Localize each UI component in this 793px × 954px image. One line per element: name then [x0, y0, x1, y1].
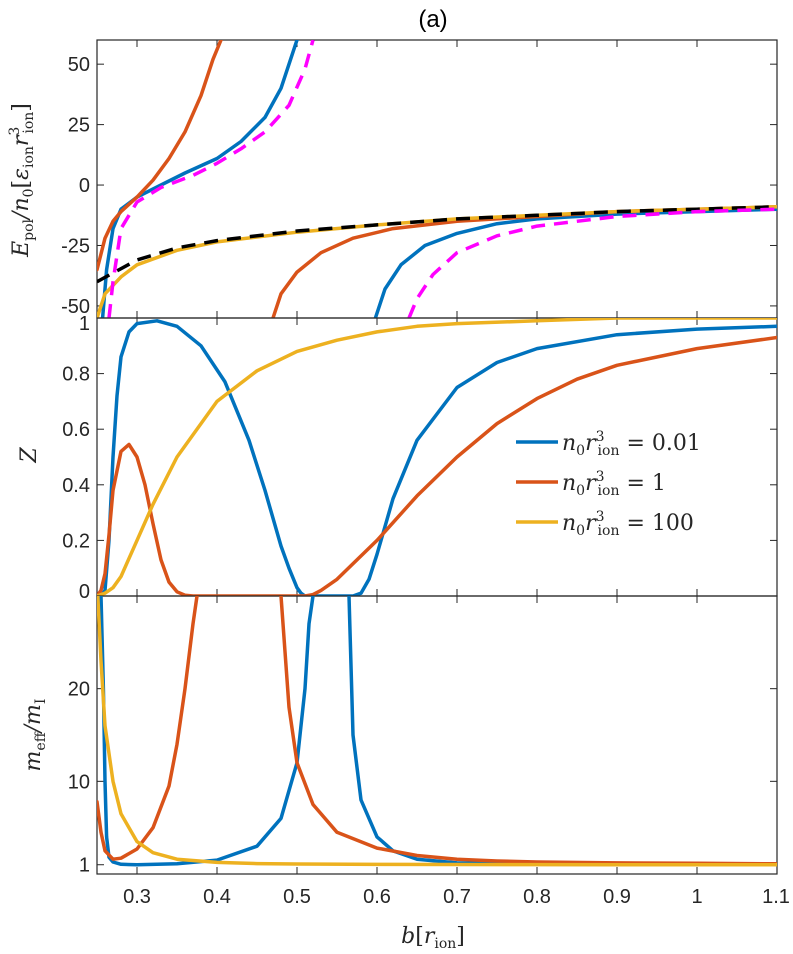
series-line-blue [100, 40, 299, 318]
legend-item-100: n0r3 ion = 100 [516, 509, 694, 539]
y-tick-label: 0 [79, 581, 90, 603]
series-line-blue [99, 596, 315, 867]
x-tick-label: 0.8 [523, 886, 551, 908]
series-line-yellow [97, 596, 777, 867]
y-axis-label-mass: meff/mI [21, 699, 49, 772]
series-line-orange [97, 40, 223, 272]
series-line-magenta [107, 40, 315, 318]
series-line-yellow [97, 318, 777, 596]
panel-effective-mass: 20 10 1 [68, 595, 778, 877]
svg-text:Z: Z [17, 447, 42, 464]
y-tick-label: 0.6 [62, 419, 90, 441]
y-tick-label: 1 [79, 855, 90, 877]
y-tick-label: 25 [68, 115, 90, 137]
series-line-blue [97, 319, 777, 596]
svg-text:b[rion]: b[rion] [401, 924, 465, 952]
series-line-orange [97, 596, 199, 861]
y-tick-label: 0.4 [62, 475, 90, 497]
series-line-blue [347, 596, 777, 867]
x-tick-label: 0.3 [123, 886, 151, 908]
series-line-black [97, 205, 777, 284]
x-tick-label: 0.4 [203, 886, 231, 908]
y-tick-label: 0 [79, 175, 90, 197]
x-axis-label: b[rion] [401, 924, 465, 952]
y-tick-label: 20 [68, 679, 90, 701]
series-line-blue [373, 207, 777, 318]
x-tick-label: 1.1 [762, 886, 790, 908]
y-axis-label-energy: Epol/n0[εionr3ion] [7, 103, 37, 258]
y-tick-label: 10 [68, 771, 90, 793]
plot-area-frame [96, 39, 778, 319]
x-tick-label: 0.5 [283, 886, 311, 908]
series-line-orange [97, 335, 777, 596]
x-tick-labels: 0.3 0.4 0.5 0.6 0.7 0.8 0.9 1 1.1 [123, 886, 790, 908]
y-tick-label: -50 [61, 296, 90, 318]
x-tick-label: 0.9 [603, 886, 631, 908]
x-tick-label: 1 [691, 886, 702, 908]
panel-polaron-energy: 50 25 0 -25 -50 [61, 39, 778, 319]
series-line-orange [271, 205, 777, 318]
series-line-orange [279, 596, 777, 866]
y-tick-label: -25 [61, 235, 90, 257]
figure-title: (a) [418, 6, 447, 33]
x-tick-label: 0.7 [443, 886, 471, 908]
svg-text:Epol/n0[εionr3ion]: Epol/n0[εionr3ion] [7, 103, 37, 258]
svg-text:meff/mI: meff/mI [21, 699, 49, 772]
y-tick-label: 0.8 [62, 364, 90, 386]
series-line-magenta [407, 207, 777, 318]
legend-item-0.01: n0r3 ion = 0.01 [516, 429, 701, 459]
x-tick-label: 0.6 [363, 886, 391, 908]
panel-quasiparticle-residue: 1 0.8 0.6 0.4 0.2 0 [62, 313, 778, 603]
legend: n0r3 ion = 0.01 n0r3 ion = 1 n0r3 ion = 100 [516, 429, 701, 539]
plot-area-frame [96, 317, 778, 597]
legend-item-1: n0r3 ion = 1 [516, 469, 666, 499]
y-tick-label: 1 [79, 313, 90, 335]
plot-area-frame [96, 595, 778, 875]
y-tick-label: 0.2 [62, 530, 90, 552]
y-axis-label-residue: Z [17, 447, 42, 464]
y-tick-label: 50 [68, 54, 90, 76]
